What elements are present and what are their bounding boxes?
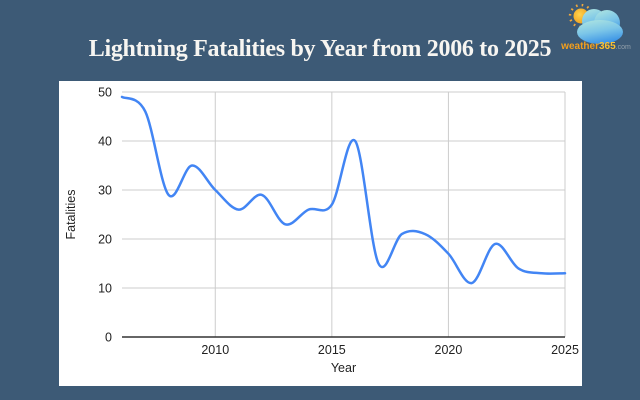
logo-wordmark: weather365.com [561, 42, 631, 53]
x-tick-label: 2015 [318, 343, 346, 357]
y-tick-label: 30 [98, 184, 112, 198]
page-title: Lightning Fatalities by Year from 2006 t… [88, 36, 552, 62]
chart-card: 0 10 20 30 40 50 2010 2015 2020 2025 Year Fatalitie… [59, 81, 582, 386]
y-tick-label: 20 [98, 233, 112, 247]
weather365-logo: weather365.com [558, 2, 634, 53]
logo-tld-text: .com [615, 44, 631, 51]
y-tick-label: 40 [98, 135, 112, 149]
y-axis-title: Fatalities [64, 189, 78, 239]
y-tick-label: 10 [98, 282, 112, 296]
logo-number-text: 365 [598, 41, 616, 52]
line-chart: 0 10 20 30 40 50 2010 2015 2020 2025 Year Fatalitie… [64, 86, 579, 376]
sun-cloud-icon [568, 3, 623, 44]
logo-brand-text: weather [561, 41, 599, 52]
data-line-fatalities [120, 95, 567, 285]
y-tick-label: 50 [98, 86, 112, 100]
x-tick-label: 2025 [551, 343, 579, 357]
y-tick-label: 0 [105, 331, 112, 345]
cloud [577, 9, 623, 44]
x-axis-title: Year [331, 361, 356, 375]
x-tick-label: 2020 [435, 343, 463, 357]
x-tick-label: 2010 [201, 343, 229, 357]
